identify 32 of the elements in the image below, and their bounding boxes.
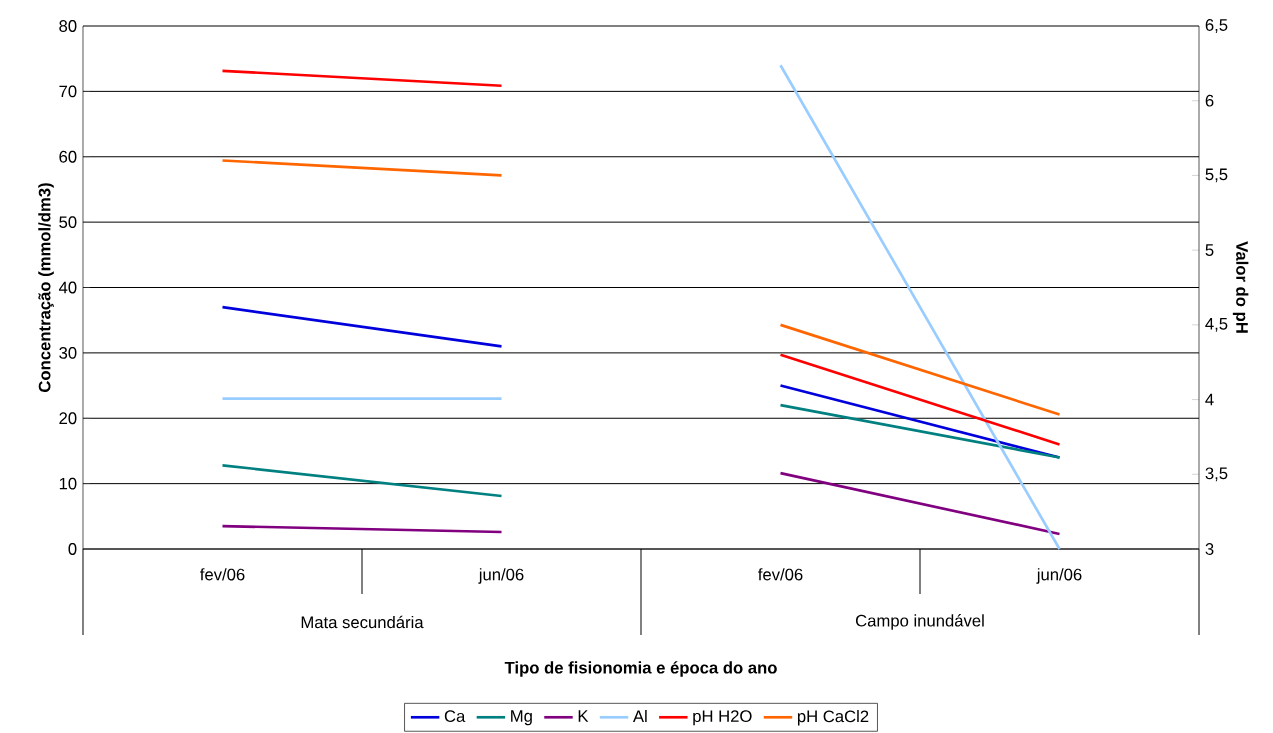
legend-label: Al [632,710,647,723]
x-axis-title: Tipo de fisionomia e época do ano [504,661,777,677]
legend-label: Ca [444,710,466,723]
y-tick-label: 10 [59,477,77,490]
y2-tick-label: 6,5 [1205,19,1228,33]
y-tick-label: 80 [59,20,77,32]
y2-tick-label: 4,5 [1205,318,1228,332]
x-tick-label: fev/06 [758,568,803,581]
y-tick-label: 50 [59,216,77,229]
y-tick-label: 30 [59,346,77,359]
legend-label: K [578,710,589,722]
y-tick-label: 20 [59,412,77,425]
y2-tick-label: 3,5 [1205,467,1228,482]
text: Campo inundável [855,614,984,630]
y2-tick-label: 5,5 [1205,168,1228,183]
y2-tick-label: 6 [1205,94,1214,107]
y-tick-label: 60 [59,150,77,163]
y-tick-label: 70 [59,85,77,98]
legend-label: pH CaCl2 [797,710,869,726]
y2-axis-title: Valor do pH [1232,241,1249,333]
text: Mata secundária [301,615,424,629]
y2-tick-label: 4 [1205,393,1214,406]
legend-label: Mg [511,710,532,726]
y-tick-label: 40 [58,281,77,294]
x-tick-label: jun/06 [1036,568,1082,584]
legend-label: pH H2O [693,710,752,726]
x-tick-label: fev/06 [200,568,245,581]
x-tick-label: jun/06 [478,568,524,584]
y-tick-label: 0 [68,543,77,555]
y2-tick-label: 3 [1205,543,1214,555]
y2-tick-label: 5 [1205,244,1214,256]
y-axis-title: Concentração (mmol/dm3) [38,183,54,392]
